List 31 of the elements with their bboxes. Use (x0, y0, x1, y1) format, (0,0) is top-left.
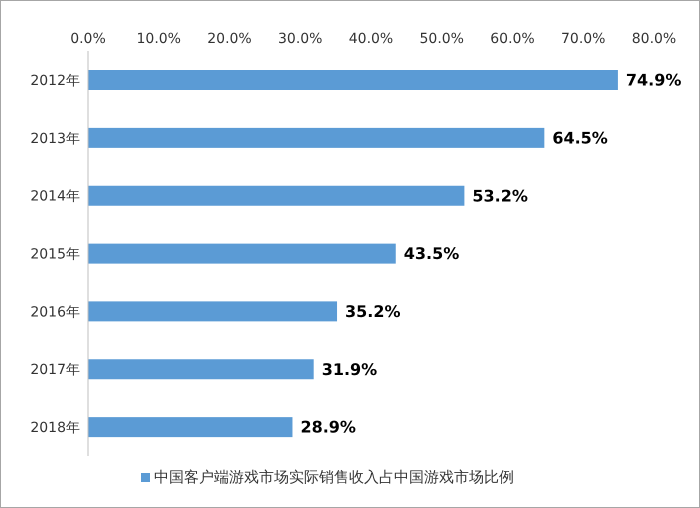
y-tick-label: 2018年 (30, 420, 80, 436)
x-tick-label: 60.0% (490, 31, 535, 47)
bar (88, 128, 544, 148)
y-tick-label: 2014年 (30, 188, 80, 205)
y-tick-label: 2013年 (30, 130, 80, 147)
bar (88, 417, 292, 438)
x-tick-label: 70.0% (561, 31, 606, 47)
data-label: 53.2% (472, 186, 528, 206)
y-tick-label: 2017年 (30, 362, 80, 378)
data-label: 74.9% (626, 70, 682, 90)
data-label: 35.2% (345, 302, 401, 322)
x-tick-label: 50.0% (420, 31, 464, 47)
data-label: 64.5% (552, 128, 608, 148)
x-tick-label: 0.0% (70, 31, 106, 47)
y-tick-label: 2016年 (30, 304, 80, 320)
data-label: 31.9% (322, 360, 378, 379)
x-tick-label: 40.0% (348, 31, 394, 47)
x-tick-label: 10.0% (136, 31, 181, 47)
bar (88, 301, 338, 322)
data-label: 28.9% (300, 418, 356, 437)
bar (88, 359, 314, 380)
x-tick-label: 80.0% (632, 31, 676, 47)
bar (88, 186, 464, 206)
data-label: 43.5% (404, 244, 460, 264)
x-tick-label: 20.0% (207, 31, 252, 47)
bar (88, 244, 396, 264)
y-tick-label: 2015年 (30, 246, 80, 262)
bar (88, 70, 618, 90)
x-tick-label: 30.0% (278, 31, 322, 47)
y-tick-label: 2012年 (30, 72, 80, 89)
legend-label: 中国客户端游戏市场实际销售收入占中国游戏市场比例 (154, 468, 514, 486)
